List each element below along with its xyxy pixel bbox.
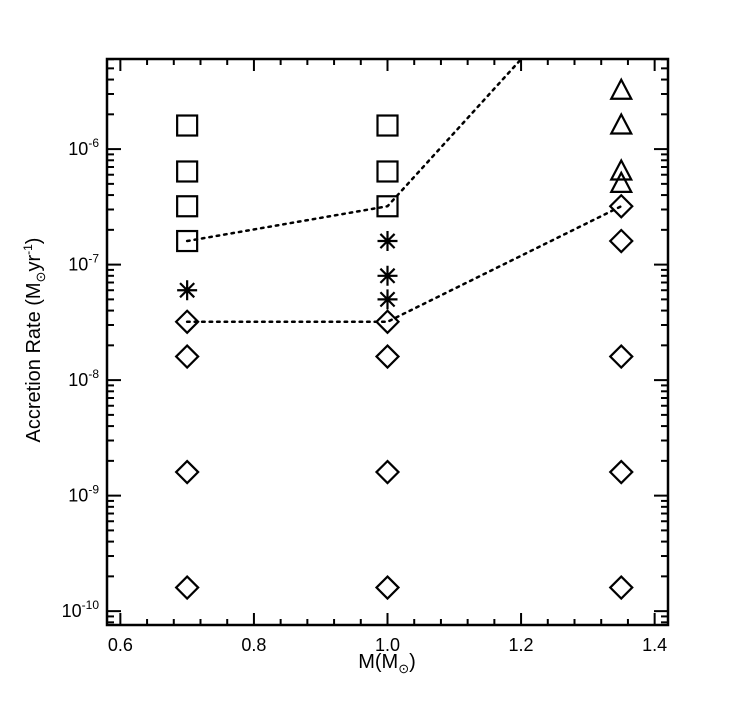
y-tick-label: 10-8 [68,367,99,390]
triangle-marker [609,170,634,193]
diamond-marker [374,575,401,601]
y-tick-label-base: 10 [68,486,88,506]
y-tick-label-exponent: -7 [88,252,99,266]
y-tick-label-base: 10 [62,601,82,621]
square-marker [376,114,399,137]
diamond-marker [174,343,200,370]
y-tick-label: 10-6 [68,136,99,159]
triangle-marker [609,158,634,181]
boundary-lines [185,59,623,324]
dotted-boundary-line [185,59,523,243]
diamond-marker [374,309,401,335]
x-tick-label: 0.8 [241,635,266,655]
diamond-marker [174,459,200,485]
y-tick-label-exponent: -8 [88,367,99,381]
triangle-marker [609,112,634,135]
y-tick-label-exponent: -6 [88,136,99,150]
diamond-marker [174,575,200,601]
x-tick-label: 1.2 [509,635,534,655]
square-marker [176,160,199,183]
square-marker [376,195,399,218]
axis-ticks [107,58,668,625]
diamond-marker [608,193,634,219]
y-tick-label-base: 10 [68,139,88,159]
y-tick-label-base: 10 [68,370,88,390]
y-tick-label-base: 10 [68,255,88,275]
y-tick-label-exponent: -10 [82,598,100,612]
x-axis-label: M(M⊙) [358,651,416,676]
diamond-marker [174,309,200,335]
y-axis-label: Accretion Rate (M⊙yr-1) [21,238,48,443]
square-marker [176,114,199,137]
diamond-marker [374,459,401,485]
x-tick-label: 1.0 [375,635,400,655]
asterisk-marker [377,231,398,252]
x-tick-label: 1.4 [642,635,667,655]
diamond-marker [608,575,634,601]
x-tick-labels: 0.6 0.8 1.0 1.2 1.4 [108,635,667,655]
y-tick-label: 10-9 [68,483,99,506]
diamond-marker [608,228,634,254]
square-marker [376,160,399,183]
diamond-marker [608,459,634,485]
square-marker [176,229,199,253]
y-tick-label: 10-10 [62,598,100,621]
triangle-marker [609,77,634,100]
asterisk-marker [377,289,398,310]
asterisk-marker [377,265,398,286]
diamond-marker [608,343,634,370]
diamond-marker [374,343,401,370]
plot-frame [105,57,670,627]
data-markers [174,77,634,601]
square-marker [176,195,199,218]
y-tick-label: 10-7 [68,252,99,275]
asterisk-marker [177,280,198,301]
dotted-boundary-line [185,205,623,324]
y-tick-label-exponent: -9 [88,483,99,497]
x-tick-label: 0.6 [108,635,133,655]
